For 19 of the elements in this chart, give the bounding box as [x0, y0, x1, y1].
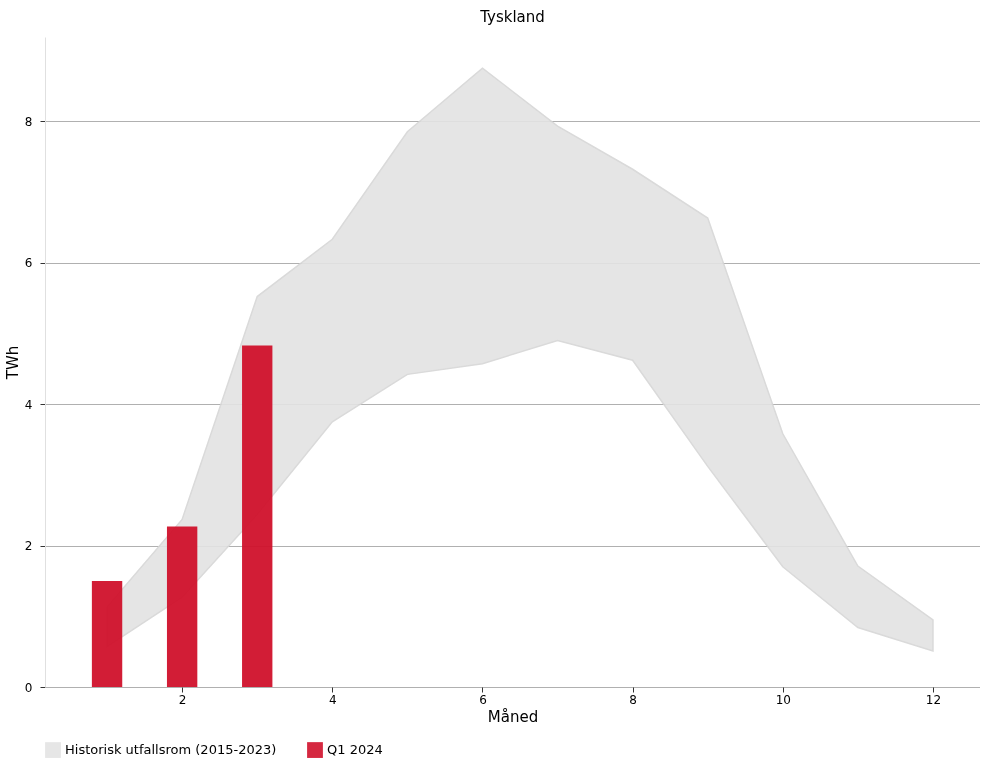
x-tick-label: 12: [925, 692, 942, 707]
chart-title: Tyskland: [479, 8, 545, 26]
x-tick-label: 8: [629, 692, 637, 707]
bar: [242, 345, 273, 687]
y-tick-label: 8: [24, 114, 33, 129]
legend-label: Q1 2024: [327, 742, 383, 758]
y-tick-label: 0: [24, 680, 33, 695]
bar: [166, 526, 198, 687]
x-tick-label: 6: [479, 692, 487, 707]
bar: [91, 580, 123, 687]
y-tick-label: 6: [24, 256, 33, 271]
x-tick-label: 10: [775, 692, 791, 707]
y-tick-label: 2: [24, 539, 33, 554]
legend-label: Historisk utfallsrom (2015-2023): [65, 742, 277, 758]
x-tick-label: 2: [178, 692, 187, 707]
x-axis-title: Måned: [487, 707, 539, 726]
y-tick-label: 4: [24, 397, 33, 412]
y-axis-title: TWh: [3, 345, 22, 381]
x-tick-label: 4: [328, 692, 337, 707]
